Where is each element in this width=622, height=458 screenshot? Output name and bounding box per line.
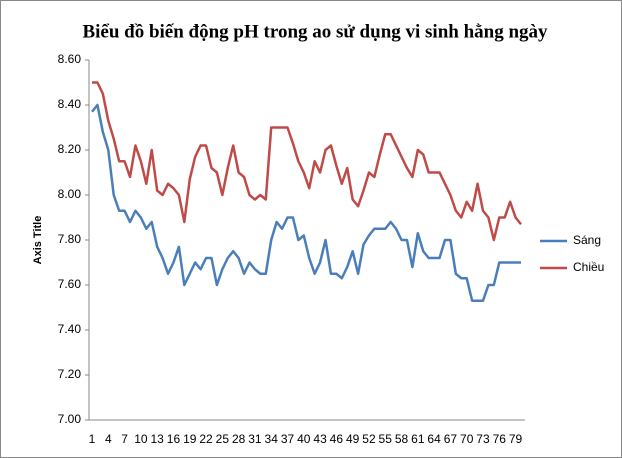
x-tick-label: 67 <box>444 432 458 446</box>
x-tick-label: 58 <box>395 432 409 446</box>
x-tick-label: 4 <box>105 432 112 446</box>
y-tick-label: 7.80 <box>58 232 82 246</box>
x-tick-label: 19 <box>183 432 197 446</box>
y-tick-label: 7.60 <box>58 277 82 291</box>
chart-title: Biểu đồ biến động pH trong ao sử dụng vi… <box>82 21 548 42</box>
x-tick-label: 79 <box>509 432 523 446</box>
series-line <box>92 81 522 242</box>
x-tick-label: 70 <box>460 432 474 446</box>
y-axis-title: Axis Title <box>32 216 44 265</box>
x-tick-label: 31 <box>248 432 262 446</box>
x-tick-label: 52 <box>362 432 376 446</box>
x-tick-label: 55 <box>379 432 393 446</box>
y-tick-label: 7.00 <box>58 412 82 426</box>
x-tick-label: 25 <box>216 432 230 446</box>
y-tick-label: 8.60 <box>58 52 82 66</box>
x-tick-label: 64 <box>427 432 441 446</box>
x-tick-label: 10 <box>134 432 148 446</box>
x-tick-label: 49 <box>346 432 360 446</box>
x-tick-label: 43 <box>313 432 327 446</box>
x-tick-label: 73 <box>476 432 490 446</box>
legend-label: Sáng <box>573 233 601 247</box>
x-tick-label: 16 <box>167 432 181 446</box>
legend-label: Chiều <box>573 260 604 274</box>
x-tick-label: 37 <box>281 432 295 446</box>
x-tick-label: 22 <box>199 432 213 446</box>
y-tick-label: 7.40 <box>58 322 82 336</box>
y-tick-label: 7.20 <box>58 367 82 381</box>
y-tick-label: 8.40 <box>58 97 82 111</box>
y-tick-label: 8.00 <box>58 187 82 201</box>
x-tick-label: 13 <box>150 432 164 446</box>
x-tick-label: 28 <box>232 432 246 446</box>
x-tick-label: 61 <box>411 432 425 446</box>
x-tick-label: 34 <box>265 432 279 446</box>
x-tick-label: 1 <box>89 432 96 446</box>
y-tick-label: 8.20 <box>58 142 82 156</box>
x-tick-label: 7 <box>121 432 128 446</box>
x-tick-label: 76 <box>493 432 507 446</box>
x-tick-label: 40 <box>297 432 311 446</box>
x-tick-label: 46 <box>330 432 344 446</box>
series-line <box>91 103 521 302</box>
